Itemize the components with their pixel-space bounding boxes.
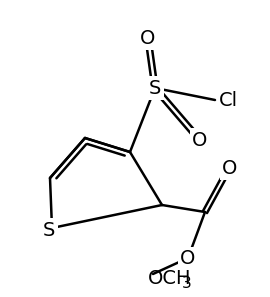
Text: O: O [192,130,208,149]
Text: Cl: Cl [219,91,238,110]
Text: 3: 3 [182,276,192,290]
Text: OCH: OCH [148,268,191,287]
Text: S: S [149,78,161,97]
Text: S: S [43,220,55,239]
Text: O: O [180,249,196,268]
Text: O: O [222,159,238,178]
Text: O: O [140,29,156,48]
